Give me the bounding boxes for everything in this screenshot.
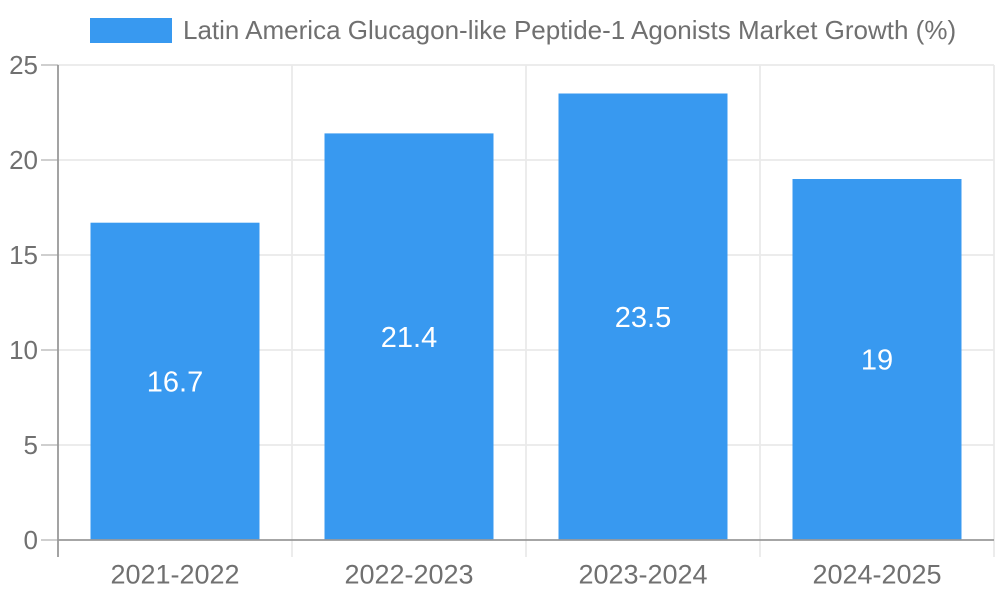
legend-item[interactable]: Latin America Glucagon-like Peptide-1 Ag… — [90, 17, 956, 44]
y-axis-label: 0 — [24, 525, 38, 555]
y-axis-label: 10 — [9, 335, 38, 365]
x-axis-label: 2023-2024 — [578, 559, 707, 589]
y-axis-label: 20 — [9, 145, 38, 175]
legend-swatch — [90, 18, 172, 43]
bar-2024-2025[interactable] — [792, 179, 962, 540]
y-axis-label: 5 — [24, 430, 38, 460]
y-axis-label: 15 — [9, 240, 38, 270]
bar-value-label: 21.4 — [381, 322, 437, 354]
bar-2021-2022[interactable] — [90, 222, 260, 540]
bar-value-label: 16.7 — [147, 367, 203, 399]
legend-label: Latin America Glucagon-like Peptide-1 Ag… — [183, 15, 957, 45]
x-axis-label: 2021-2022 — [110, 559, 239, 589]
bar-value-label: 23.5 — [615, 302, 671, 334]
bar-2022-2023[interactable] — [324, 133, 494, 540]
y-axis-label: 25 — [9, 50, 38, 80]
x-axis-label: 2022-2023 — [344, 559, 473, 589]
x-axis-label: 2024-2025 — [812, 559, 941, 589]
bar-value-label: 19 — [861, 345, 893, 377]
bar-2023-2024[interactable] — [558, 93, 728, 541]
